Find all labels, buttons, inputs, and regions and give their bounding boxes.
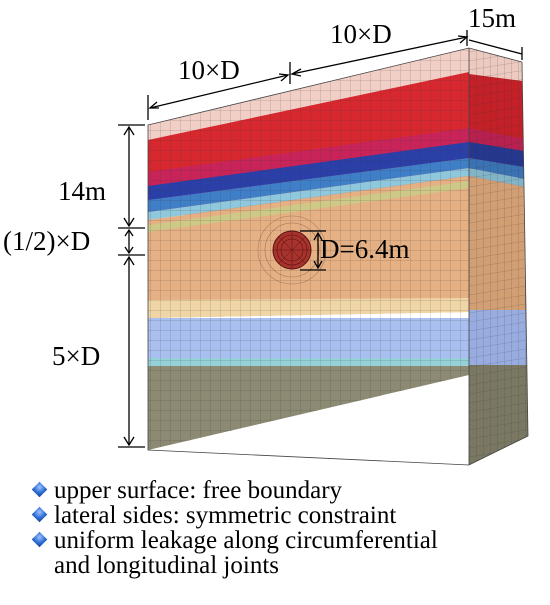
note-text: uniform leakage along circumferential (54, 527, 438, 554)
note-uniform-leakage: uniform leakage along circumferential an… (31, 527, 546, 579)
side-face (469, 48, 528, 465)
dim-depth: 15m (468, 3, 516, 33)
dim-half-diameter: (1/2)×D (3, 226, 90, 256)
notes-list: upper surface: free boundary lateral sid… (31, 477, 546, 579)
diamond-bullet-icon (31, 531, 48, 548)
dim-diameter: D=6.4m (320, 234, 409, 264)
note-text-continued: and longitudinal joints (54, 552, 279, 579)
tunnel (257, 215, 327, 285)
dim-top-right: 10×D (330, 19, 392, 49)
diamond-bullet-icon (31, 481, 48, 498)
note-lateral-sides: lateral sides: symmetric constraint (31, 502, 546, 529)
diamond-bullet-icon (31, 506, 48, 523)
note-upper-surface: upper surface: free boundary (31, 477, 546, 504)
note-text: upper surface: free boundary (54, 477, 343, 504)
dim-height-upper: 14m (58, 176, 106, 206)
note-text: lateral sides: symmetric constraint (54, 502, 397, 529)
dim-top-left: 10×D (178, 55, 240, 85)
dimension-lines (118, 30, 523, 448)
dim-height-lower: 5×D (52, 341, 100, 371)
